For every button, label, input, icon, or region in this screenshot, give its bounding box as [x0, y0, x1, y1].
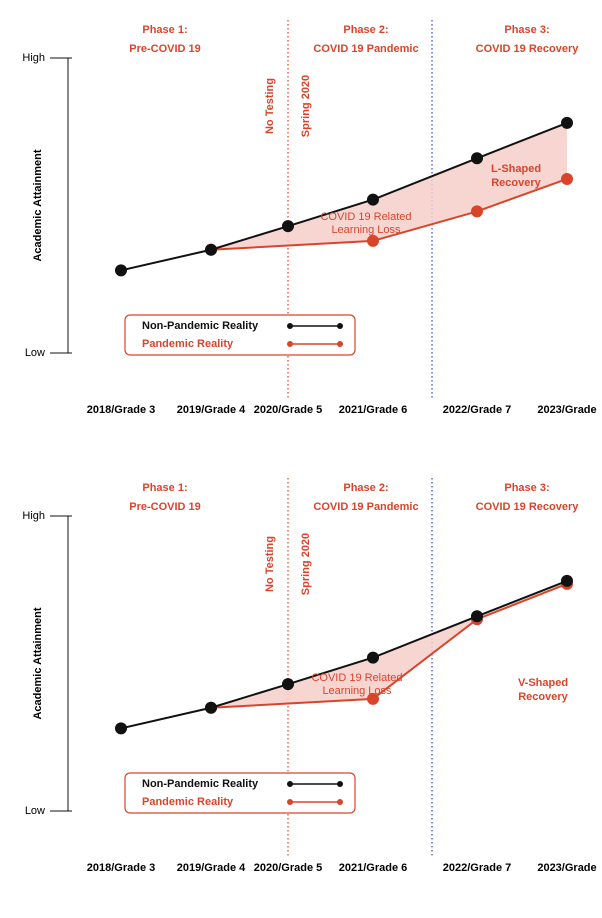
data-point — [115, 722, 127, 735]
x-tick-label: 2022/Grade 7 — [443, 404, 512, 416]
phase-number: Phase 1: — [142, 482, 187, 494]
x-tick-label: 2021/Grade 6 — [339, 404, 408, 416]
y-tick-label: High — [22, 52, 45, 64]
recovery-note: L-Shaped — [491, 163, 541, 175]
data-point — [367, 234, 379, 247]
legend-dot — [337, 781, 343, 787]
y-tick-label: Low — [25, 805, 45, 817]
testing-note: Spring 2020 — [300, 533, 312, 595]
chart: Phase 1: Pre-COVID 19 Phase 2: COVID 19 Pan… — [22, 478, 597, 874]
y-tick-label: High — [22, 510, 45, 522]
legend-dot — [287, 799, 293, 805]
legend-dot — [287, 341, 293, 347]
x-tick-label: 2023/Grade — [537, 862, 596, 874]
series-line — [210, 178, 568, 251]
testing-note: No Testing — [264, 536, 276, 592]
phase-name: COVID 19 Recovery — [476, 501, 580, 513]
data-point — [561, 574, 573, 587]
loss-note: Learning Loss — [331, 224, 401, 236]
data-point — [561, 172, 573, 185]
series-line — [210, 582, 568, 709]
legend-box — [124, 772, 356, 814]
phase-number: Phase 2: — [343, 24, 388, 36]
legend-label: Pandemic Reality — [142, 796, 234, 808]
x-tick-label: 2020/Grade 5 — [254, 862, 323, 874]
y-axis-label: Academic Attainment — [32, 149, 44, 261]
phase-name: Pre-COVID 19 — [129, 43, 201, 55]
x-tick-label: 2019/Grade 4 — [177, 862, 246, 874]
series-line — [120, 121, 568, 272]
legend-label: Pandemic Reality — [142, 338, 234, 350]
data-point — [205, 701, 217, 714]
phase-number: Phase 3: — [504, 482, 549, 494]
data-point — [367, 193, 379, 206]
x-tick-label: 2018/Grade 3 — [87, 862, 156, 874]
learning-loss-area — [211, 122, 567, 250]
x-tick-label: 2018/Grade 3 — [87, 404, 156, 416]
phase-name: COVID 19 Pandemic — [313, 501, 418, 513]
phase-name: Pre-COVID 19 — [129, 501, 201, 513]
series-line — [120, 579, 568, 730]
data-point — [471, 152, 483, 165]
data-point — [367, 651, 379, 664]
data-point — [471, 610, 483, 623]
y-tick-label: Low — [25, 347, 45, 359]
phase-name: COVID 19 Recovery — [476, 43, 580, 55]
phase-number: Phase 3: — [504, 24, 549, 36]
recovery-note: V-Shaped — [518, 677, 568, 689]
recovery-note: Recovery — [491, 177, 541, 189]
x-tick-label: 2021/Grade 6 — [339, 862, 408, 874]
loss-note: Learning Loss — [322, 685, 392, 697]
legend-dot — [287, 781, 293, 787]
legend-dot — [337, 341, 343, 347]
legend-label: Non-Pandemic Reality — [142, 778, 259, 790]
testing-note: No Testing — [264, 78, 276, 134]
legend-label: Non-Pandemic Reality — [142, 320, 259, 332]
legend-dot — [337, 323, 343, 329]
phase-name: COVID 19 Pandemic — [313, 43, 418, 55]
phase-number: Phase 1: — [142, 24, 187, 36]
testing-note: Spring 2020 — [300, 75, 312, 137]
y-axis-label: Academic Attainment — [32, 607, 44, 719]
legend-box — [124, 314, 356, 356]
legend-dot — [337, 799, 343, 805]
x-tick-label: 2019/Grade 4 — [177, 404, 246, 416]
data-point — [205, 243, 217, 256]
data-point — [282, 678, 294, 691]
legend-dot — [287, 323, 293, 329]
learning-loss-area — [211, 580, 567, 708]
x-tick-label: 2022/Grade 7 — [443, 862, 512, 874]
chart: Phase 1: Pre-COVID 19 Phase 2: COVID 19 Pan… — [22, 20, 597, 416]
x-tick-label: 2023/Grade — [537, 404, 596, 416]
data-point — [282, 220, 294, 233]
recovery-note: Recovery — [518, 691, 568, 703]
data-point — [367, 692, 379, 705]
loss-note: COVID 19 Related — [311, 672, 402, 684]
data-point — [115, 264, 127, 277]
x-tick-label: 2020/Grade 5 — [254, 404, 323, 416]
data-point — [561, 116, 573, 129]
phase-number: Phase 2: — [343, 482, 388, 494]
loss-note: COVID 19 Related — [320, 211, 411, 223]
data-point — [471, 205, 483, 218]
